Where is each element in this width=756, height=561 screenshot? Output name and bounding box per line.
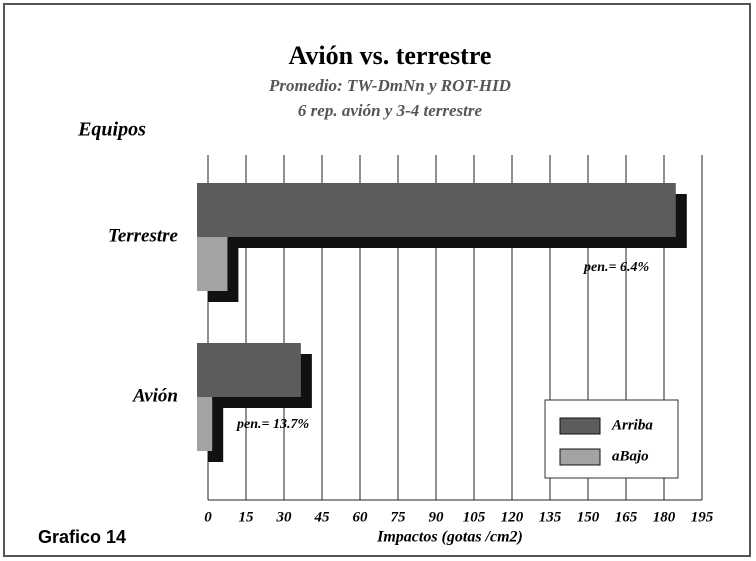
bar xyxy=(197,183,676,237)
x-tick-label: 60 xyxy=(353,509,369,525)
x-tick-label: 180 xyxy=(653,509,676,525)
legend-label: Arriba xyxy=(611,417,653,433)
subtitle: 6 rep. avión y 3-4 terrestre xyxy=(298,101,483,120)
y-tick-label: Avión xyxy=(132,385,178,406)
figure-label: Grafico 14 xyxy=(38,527,126,547)
y-axis-label: Equipos xyxy=(77,119,146,141)
subtitle: Promedio: TW-DmNn y ROT-HID xyxy=(268,76,511,95)
legend-label: aBajo xyxy=(612,448,649,464)
annotation: pen.= 13.7% xyxy=(236,417,309,432)
x-tick-label: 135 xyxy=(539,509,562,525)
x-tick-label: 105 xyxy=(463,509,486,525)
x-axis-label: Impactos (gotas /cm2) xyxy=(376,529,523,546)
bar xyxy=(197,237,228,291)
bar xyxy=(197,343,301,397)
x-tick-label: 15 xyxy=(239,509,255,525)
legend-box xyxy=(544,399,679,479)
x-tick-label: 120 xyxy=(501,509,524,525)
x-tick-label: 150 xyxy=(577,509,600,525)
x-tick-label: 0 xyxy=(204,509,212,525)
y-tick-label: Terrestre xyxy=(108,225,179,246)
chart-title: Avión vs. terrestre xyxy=(289,41,492,70)
x-tick-label: 75 xyxy=(391,509,407,525)
legend-swatch xyxy=(559,448,601,466)
x-tick-label: 165 xyxy=(615,509,638,525)
legend-swatch xyxy=(559,417,601,435)
x-tick-label: 195 xyxy=(691,509,714,525)
x-tick-label: 90 xyxy=(429,509,445,525)
bar xyxy=(197,397,213,451)
annotation: pen.= 6.4% xyxy=(583,260,649,275)
x-tick-label: 45 xyxy=(314,509,331,525)
x-tick-label: 30 xyxy=(276,509,293,525)
